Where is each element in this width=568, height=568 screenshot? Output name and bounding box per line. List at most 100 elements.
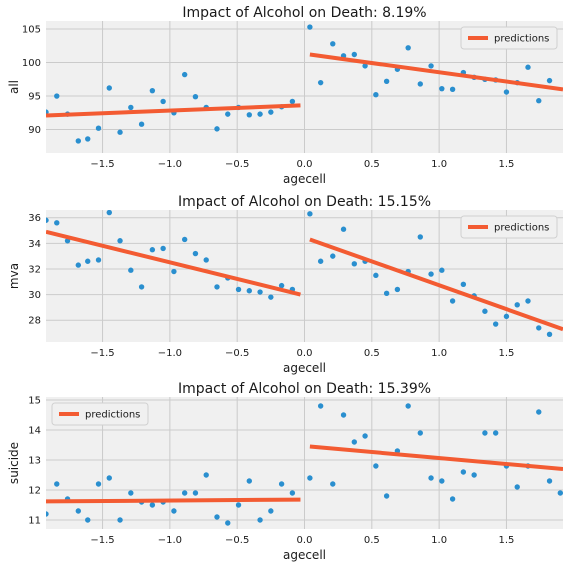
data-point (235, 286, 242, 293)
data-point (278, 481, 285, 487)
x-tick-label: −1.5 (90, 348, 114, 359)
data-point (46, 217, 49, 223)
data-point (203, 472, 209, 478)
chart-title: Impact of Alcohol on Death: 15.15% (178, 194, 431, 210)
data-point (257, 289, 263, 295)
x-tick-label: 0.0 (297, 159, 313, 170)
data-point (85, 136, 91, 142)
x-tick-label: −1.0 (158, 159, 182, 170)
data-point (546, 331, 553, 338)
data-point (225, 520, 231, 526)
y-tick-label: 36 (28, 213, 41, 224)
data-point (289, 490, 296, 496)
data-point (307, 211, 313, 217)
y-tick-label: 13 (28, 456, 41, 467)
chart-panel-2: −1.5 −1.0 −0.5 0.0 0.5 1.0 1.5 28 30 32 34 36 Impact… (7, 194, 563, 375)
data-point (307, 475, 313, 481)
x-axis-label: agecell (283, 548, 326, 562)
data-point (482, 308, 488, 314)
data-point (351, 261, 358, 267)
data-point (54, 481, 60, 487)
data-point (106, 85, 112, 91)
data-point (192, 490, 199, 496)
data-point (54, 93, 60, 99)
y-axis-label: all (7, 80, 21, 94)
data-point (203, 257, 209, 263)
data-point (536, 98, 542, 104)
legend-label: predictions (85, 410, 140, 421)
data-point (54, 220, 60, 226)
x-tick-label: 1.0 (431, 535, 447, 546)
data-point (546, 77, 553, 84)
data-point (171, 508, 177, 514)
x-tick-label: 0.5 (364, 348, 380, 359)
data-point (405, 403, 411, 409)
data-point (428, 271, 434, 277)
data-point (492, 321, 499, 327)
x-tick-label: 0.5 (364, 159, 380, 170)
data-point (85, 517, 91, 523)
prediction-line (309, 237, 563, 332)
prediction-line (309, 52, 563, 92)
data-point (149, 247, 156, 253)
y-tick-label: 12 (28, 486, 41, 497)
data-layer (46, 210, 563, 338)
data-point (557, 490, 563, 496)
legend: predictions (460, 26, 558, 50)
data-point (362, 63, 368, 69)
data-point (235, 502, 242, 508)
data-point (117, 129, 123, 135)
chart-title: Impact of Alcohol on Death: 8.19% (182, 5, 426, 21)
data-point (317, 403, 324, 409)
data-point (106, 210, 112, 216)
data-point (307, 24, 313, 30)
data-point (85, 258, 91, 264)
data-point (95, 125, 102, 131)
y-tick-label: 34 (28, 239, 41, 250)
data-point (449, 496, 456, 502)
data-point (138, 121, 145, 127)
y-tick-label: 14 (28, 426, 41, 437)
data-point (383, 78, 390, 85)
chart-panel-1: −1.5 −1.0 −0.5 0.0 0.5 1.0 1.5 90 95 100 105 Impact… (7, 5, 563, 186)
data-point (138, 284, 145, 290)
data-point (536, 325, 542, 331)
data-point (214, 126, 220, 132)
data-point (351, 439, 358, 445)
data-point (482, 430, 488, 436)
y-tick-label: 15 (28, 396, 41, 407)
data-point (268, 294, 274, 300)
data-point (289, 98, 296, 105)
data-point (471, 472, 477, 478)
legend-label: predictions (494, 34, 549, 45)
data-point (192, 250, 199, 257)
data-point (340, 226, 347, 232)
data-point (160, 245, 166, 252)
x-tick-label: 1.5 (499, 535, 515, 546)
prediction-line (46, 497, 301, 504)
data-point (514, 484, 520, 490)
data-point (225, 111, 231, 117)
data-point (492, 430, 499, 436)
data-point (317, 79, 324, 86)
prediction-line (46, 103, 301, 118)
data-point (394, 286, 401, 293)
data-point (95, 481, 102, 487)
data-point (149, 502, 156, 508)
data-point (362, 433, 368, 439)
data-point (449, 86, 456, 93)
data-point (536, 409, 542, 415)
data-point (214, 284, 220, 290)
x-tick-label: −1.0 (158, 535, 182, 546)
y-tick-label: 95 (28, 92, 41, 103)
data-point (417, 81, 423, 87)
data-point (128, 267, 134, 273)
chart-title: Impact of Alcohol on Death: 15.39% (178, 381, 431, 397)
data-point (117, 517, 123, 523)
y-tick-label: 11 (28, 516, 41, 527)
data-point (181, 71, 188, 78)
legend: predictions (51, 402, 149, 426)
data-point (383, 493, 390, 499)
data-point (546, 478, 553, 484)
